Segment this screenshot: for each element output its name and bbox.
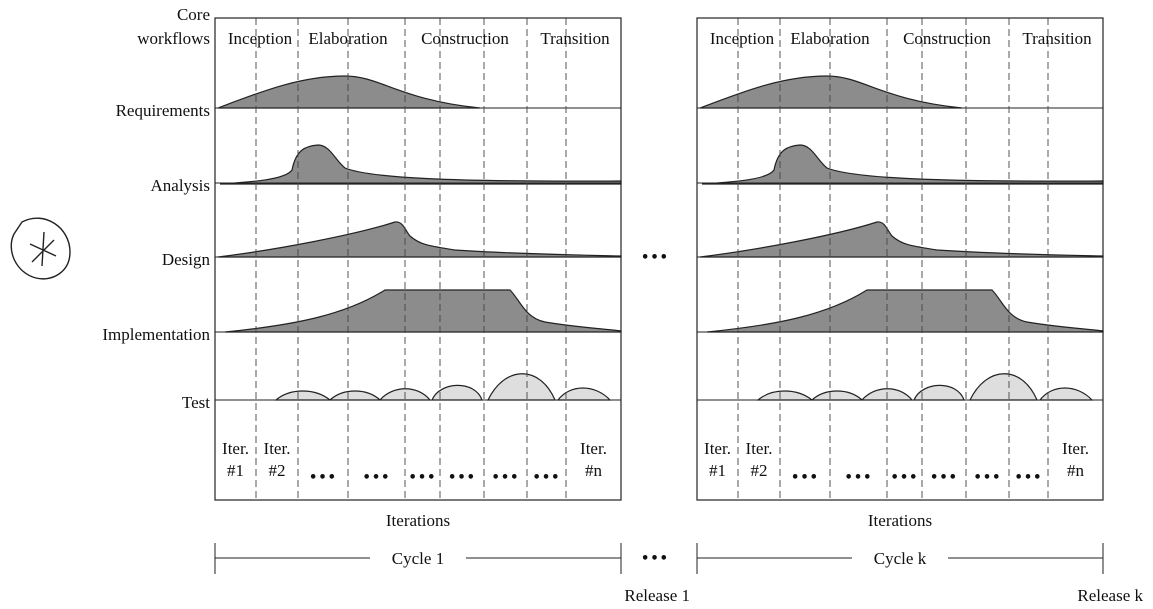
- logo-icon: [10, 217, 71, 280]
- iteration-label: Iter.: [264, 439, 291, 458]
- cycle-label: Cycle 1: [392, 549, 444, 568]
- iteration-label: Iter.: [1062, 439, 1089, 458]
- iteration-ellipsis: •••: [448, 471, 476, 486]
- phase-label: Elaboration: [790, 29, 870, 48]
- phase-label: Transition: [1022, 29, 1092, 48]
- phase-label: Construction: [421, 29, 509, 48]
- panel: Inception Elaboration Construction Transiti…: [696, 17, 1104, 574]
- workflow-curve: [756, 373, 1094, 401]
- iteration-label: #n: [585, 461, 603, 480]
- axis-label: Iterations: [868, 511, 932, 530]
- panel-frame: [214, 17, 622, 501]
- iteration-ellipsis: •••: [1015, 471, 1043, 486]
- workflow-label: Design: [162, 250, 211, 269]
- iteration-ellipsis: •••: [930, 471, 958, 486]
- header-line: Core: [177, 5, 210, 24]
- iteration-ellipsis: •••: [492, 471, 520, 486]
- iteration-label: Iter.: [222, 439, 249, 458]
- workflow-curve: [699, 75, 963, 109]
- ellipsis: •••: [641, 251, 669, 266]
- iteration-ellipsis: •••: [309, 471, 337, 486]
- workflow-curve: [217, 221, 622, 258]
- workflow-label: Implementation: [102, 325, 210, 344]
- workflow-curve: [699, 221, 1104, 258]
- iteration-label: #n: [1067, 461, 1085, 480]
- panel: Inception Elaboration Construction Transiti…: [214, 17, 622, 574]
- iteration-label: #2: [751, 461, 768, 480]
- iteration-ellipsis: •••: [891, 471, 919, 486]
- phase-label: Construction: [903, 29, 991, 48]
- phase-label: Inception: [228, 29, 293, 48]
- cycle-label: Cycle k: [874, 549, 927, 568]
- workflow-curve: [224, 289, 622, 333]
- phase-label: Elaboration: [308, 29, 388, 48]
- release-label: Release 1: [624, 586, 690, 605]
- iteration-ellipsis: •••: [974, 471, 1002, 486]
- logo-circle: [10, 217, 71, 280]
- cycle-label-bg: [852, 548, 948, 568]
- phase-label: Transition: [540, 29, 610, 48]
- iteration-label: #1: [227, 461, 244, 480]
- logo-star: [29, 231, 57, 267]
- iteration-label: Iter.: [746, 439, 773, 458]
- phase-label: Inception: [710, 29, 775, 48]
- workflow-curve: [274, 373, 612, 401]
- header-line: workflows: [137, 29, 210, 48]
- iteration-ellipsis: •••: [409, 471, 437, 486]
- iteration-ellipsis: •••: [845, 471, 873, 486]
- iteration-label: Iter.: [580, 439, 607, 458]
- workflow-curve: [219, 144, 622, 185]
- workflow-label: Analysis: [151, 176, 211, 195]
- panel-frame: [696, 17, 1104, 501]
- workflow-label: Test: [182, 393, 210, 412]
- iteration-ellipsis: •••: [791, 471, 819, 486]
- workflow-curve: [706, 289, 1104, 333]
- cycle-label-bg: [370, 548, 466, 568]
- ellipsis: •••: [641, 552, 669, 567]
- workflow-curve: [701, 144, 1104, 185]
- iteration-label: #2: [269, 461, 286, 480]
- axis-label: Iterations: [386, 511, 450, 530]
- iteration-ellipsis: •••: [363, 471, 391, 486]
- workflow-curve: [217, 75, 481, 109]
- iteration-label: #1: [709, 461, 726, 480]
- workflow-label: Requirements: [116, 101, 210, 120]
- iteration-label: Iter.: [704, 439, 731, 458]
- release-label: Release k: [1077, 586, 1143, 605]
- iteration-ellipsis: •••: [533, 471, 561, 486]
